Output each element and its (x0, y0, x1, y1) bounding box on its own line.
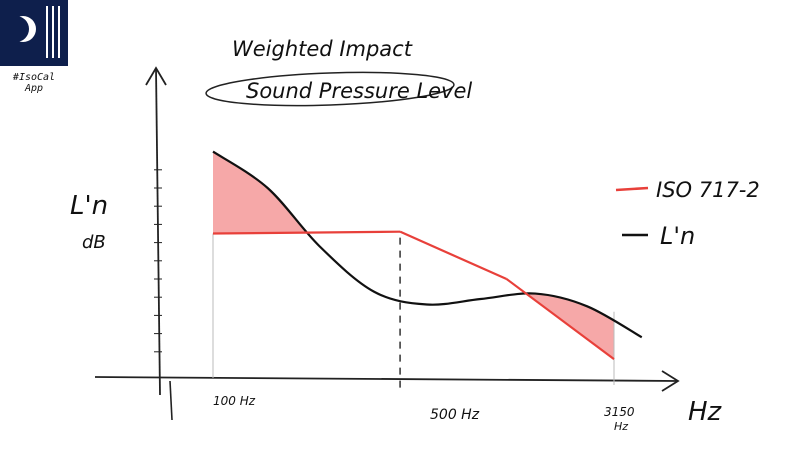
y-axis-arrow (145, 66, 167, 86)
series-segment-iso-717-2 (212, 230, 401, 235)
series-segment-iso-717-2 (399, 230, 508, 281)
x-axis-line (94, 376, 679, 382)
title-underline-swoosh (205, 71, 455, 107)
axes (94, 66, 680, 421)
series-segment-iso-717-2 (505, 278, 615, 360)
hashtag-line1: #IsoCal (12, 72, 56, 83)
series-group (212, 150, 643, 360)
x-tick-label-500hz: 500 Hz (430, 407, 480, 423)
chart-title-line1: Weighted Impact (232, 37, 413, 61)
hashtag-label: #IsoCal App (2, 72, 66, 94)
legend: ISO 717-2 L'n (615, 178, 760, 250)
hashtag-line2: App (24, 83, 44, 94)
chart-title-line2: Sound Pressure Level (246, 79, 472, 103)
legend-swatch-iso (615, 186, 649, 192)
bars-icon (46, 6, 60, 58)
legend-label-iso: ISO 717-2 (656, 178, 760, 202)
y-axis-line (155, 67, 161, 396)
x-axis-arrow (661, 370, 680, 392)
y-axis-tail (169, 380, 173, 421)
exceedance-shade (213, 151, 306, 234)
isocal-logo (0, 0, 68, 66)
x-tick-label-100hz: 100 Hz (213, 394, 256, 408)
x-tick-labels: 100 Hz 500 Hz 3150 Hz (213, 394, 635, 433)
y-axis-label-line2: dB (82, 232, 106, 253)
x-axis-label: Hz (688, 397, 723, 427)
x-tick-label-3150hz-line1: 3150 (604, 405, 635, 419)
legend-label-ln: L'n (660, 222, 695, 250)
y-axis-label-line1: L'n (70, 191, 108, 221)
y-axis-ticks (154, 169, 162, 353)
guide-lines (212, 233, 615, 390)
x-tick-label-3150hz-line2: Hz (614, 420, 628, 433)
series-line-ln (212, 150, 643, 339)
shaded-regions (213, 151, 614, 360)
